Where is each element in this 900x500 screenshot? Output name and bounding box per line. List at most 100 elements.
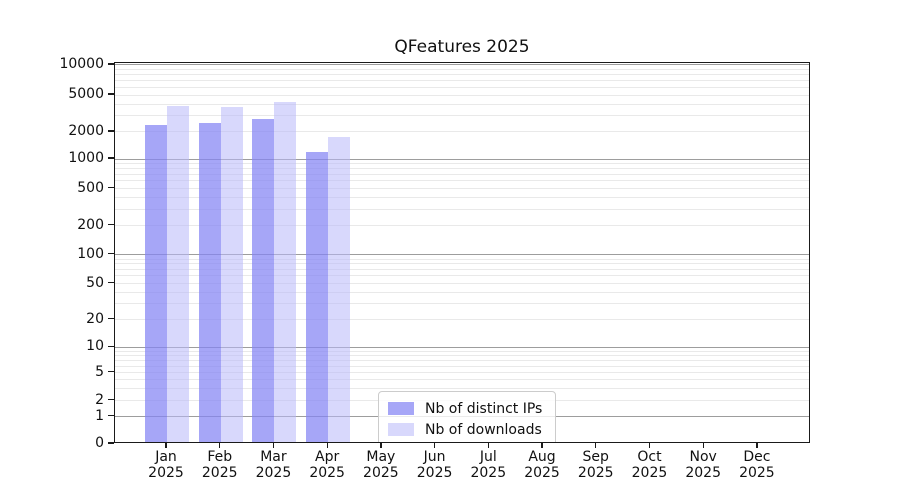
y-tick-label: 500: [77, 179, 104, 196]
bar-downloads: [328, 137, 351, 442]
y-tick-label: 0: [95, 435, 104, 451]
y-tick-label: 20: [86, 310, 104, 327]
y-tick-label: 10000: [59, 55, 104, 72]
y-tick-label: 5: [95, 363, 104, 380]
x-tick-label: Oct 2025: [631, 449, 668, 481]
gridline-minor: [115, 365, 809, 367]
gridline-minor: [115, 131, 809, 133]
gridline-minor: [115, 208, 809, 210]
x-tick-label: Feb 2025: [201, 449, 238, 481]
x-tick-label: Mar 2025: [255, 449, 292, 481]
legend-item-distinct-ips: Nb of distinct IPs: [388, 398, 546, 419]
gridline-minor: [115, 269, 809, 271]
gridline-minor: [115, 173, 809, 175]
x-tick-label: Apr 2025: [309, 449, 345, 481]
y-tick-label: 200: [77, 216, 104, 233]
gridline-minor: [115, 372, 809, 374]
x-tick-mark: [702, 443, 704, 448]
gridline-minor: [115, 86, 809, 88]
gridline-minor: [115, 354, 809, 356]
x-tick-label: Sep 2025: [577, 449, 614, 481]
gridline-minor: [115, 188, 809, 190]
y-tick-label: 1000: [68, 150, 104, 166]
gridline-minor: [115, 180, 809, 182]
x-tick-label: Aug 2025: [524, 449, 560, 481]
bar-downloads: [274, 101, 297, 442]
legend-item-downloads: Nb of downloads: [388, 419, 546, 440]
y-tick-mark: [108, 224, 114, 226]
gridline-minor: [115, 359, 809, 361]
legend-swatch-downloads: [388, 423, 414, 436]
gridline-minor: [115, 168, 809, 170]
gridline-minor: [115, 275, 809, 277]
gridline-minor: [115, 197, 809, 199]
y-tick-label: 10: [86, 338, 104, 355]
bar-distinct-ips: [252, 119, 275, 442]
bar-distinct-ips: [198, 122, 221, 442]
gridline-major: [115, 254, 809, 256]
y-tick-mark: [108, 63, 114, 65]
gridline-minor: [115, 163, 809, 165]
y-tick-mark: [108, 93, 114, 95]
legend-label-downloads: Nb of downloads: [425, 421, 542, 438]
plot-area: Nb of distinct IPs Nb of downloads: [114, 62, 810, 443]
gridline-major: [115, 346, 809, 348]
y-tick-label: 50: [86, 274, 104, 291]
y-tick-mark: [108, 130, 114, 132]
x-tick-label: Jul 2025: [470, 449, 507, 481]
y-tick-label: 2000: [68, 122, 104, 139]
gridline-minor: [115, 258, 809, 260]
x-tick-mark: [541, 443, 543, 448]
y-tick-mark: [108, 253, 114, 255]
gridline-minor: [115, 225, 809, 227]
x-tick-label: Nov 2025: [685, 449, 721, 481]
x-tick-label: Jun 2025: [416, 449, 453, 481]
y-tick-label: 1: [95, 407, 104, 424]
legend-swatch-distinct-ips: [388, 402, 414, 415]
y-tick-mark: [108, 187, 114, 189]
gridline-minor: [115, 115, 809, 117]
gridline-minor: [115, 283, 809, 285]
gridline-major: [115, 158, 809, 160]
x-tick-label: Jan 2025: [148, 449, 184, 481]
chart-title: QFeatures 2025: [394, 37, 530, 57]
x-tick-mark: [648, 443, 651, 448]
x-tick-mark: [487, 443, 490, 448]
bar-downloads: [220, 106, 243, 442]
y-tick-mark: [108, 318, 114, 320]
gridline-minor: [115, 291, 809, 293]
gridline-minor: [115, 94, 809, 96]
y-tick-label: 100: [77, 245, 104, 262]
x-tick-mark: [756, 443, 758, 448]
y-tick-mark: [108, 157, 114, 159]
y-tick-mark: [108, 442, 114, 444]
gridline-minor: [115, 103, 809, 105]
gridline-major: [115, 64, 809, 66]
x-tick-mark: [219, 443, 221, 448]
gridline-minor: [115, 379, 809, 381]
y-tick-label: 2: [95, 391, 104, 408]
y-tick-mark: [108, 345, 114, 347]
x-tick-mark: [272, 443, 275, 448]
gridline-minor: [115, 79, 809, 81]
gridline-minor: [115, 387, 809, 389]
gridline-minor: [115, 263, 809, 265]
gridline-minor: [115, 319, 809, 321]
gridline-minor: [115, 303, 809, 305]
gridline-minor: [115, 350, 809, 352]
bar-distinct-ips: [145, 125, 167, 442]
bar-downloads: [167, 106, 189, 442]
x-tick-mark: [326, 443, 328, 448]
x-tick-mark: [380, 443, 382, 448]
x-tick-mark: [595, 443, 597, 448]
y-tick-mark: [108, 371, 114, 373]
bar-distinct-ips: [306, 151, 329, 442]
legend: Nb of distinct IPs Nb of downloads: [378, 391, 556, 442]
y-tick-mark: [108, 414, 114, 417]
x-tick-label: Dec 2025: [739, 449, 775, 481]
gridline-minor: [115, 74, 809, 76]
x-tick-mark: [165, 443, 167, 448]
y-tick-mark: [108, 398, 114, 401]
gridline-minor: [115, 68, 809, 70]
